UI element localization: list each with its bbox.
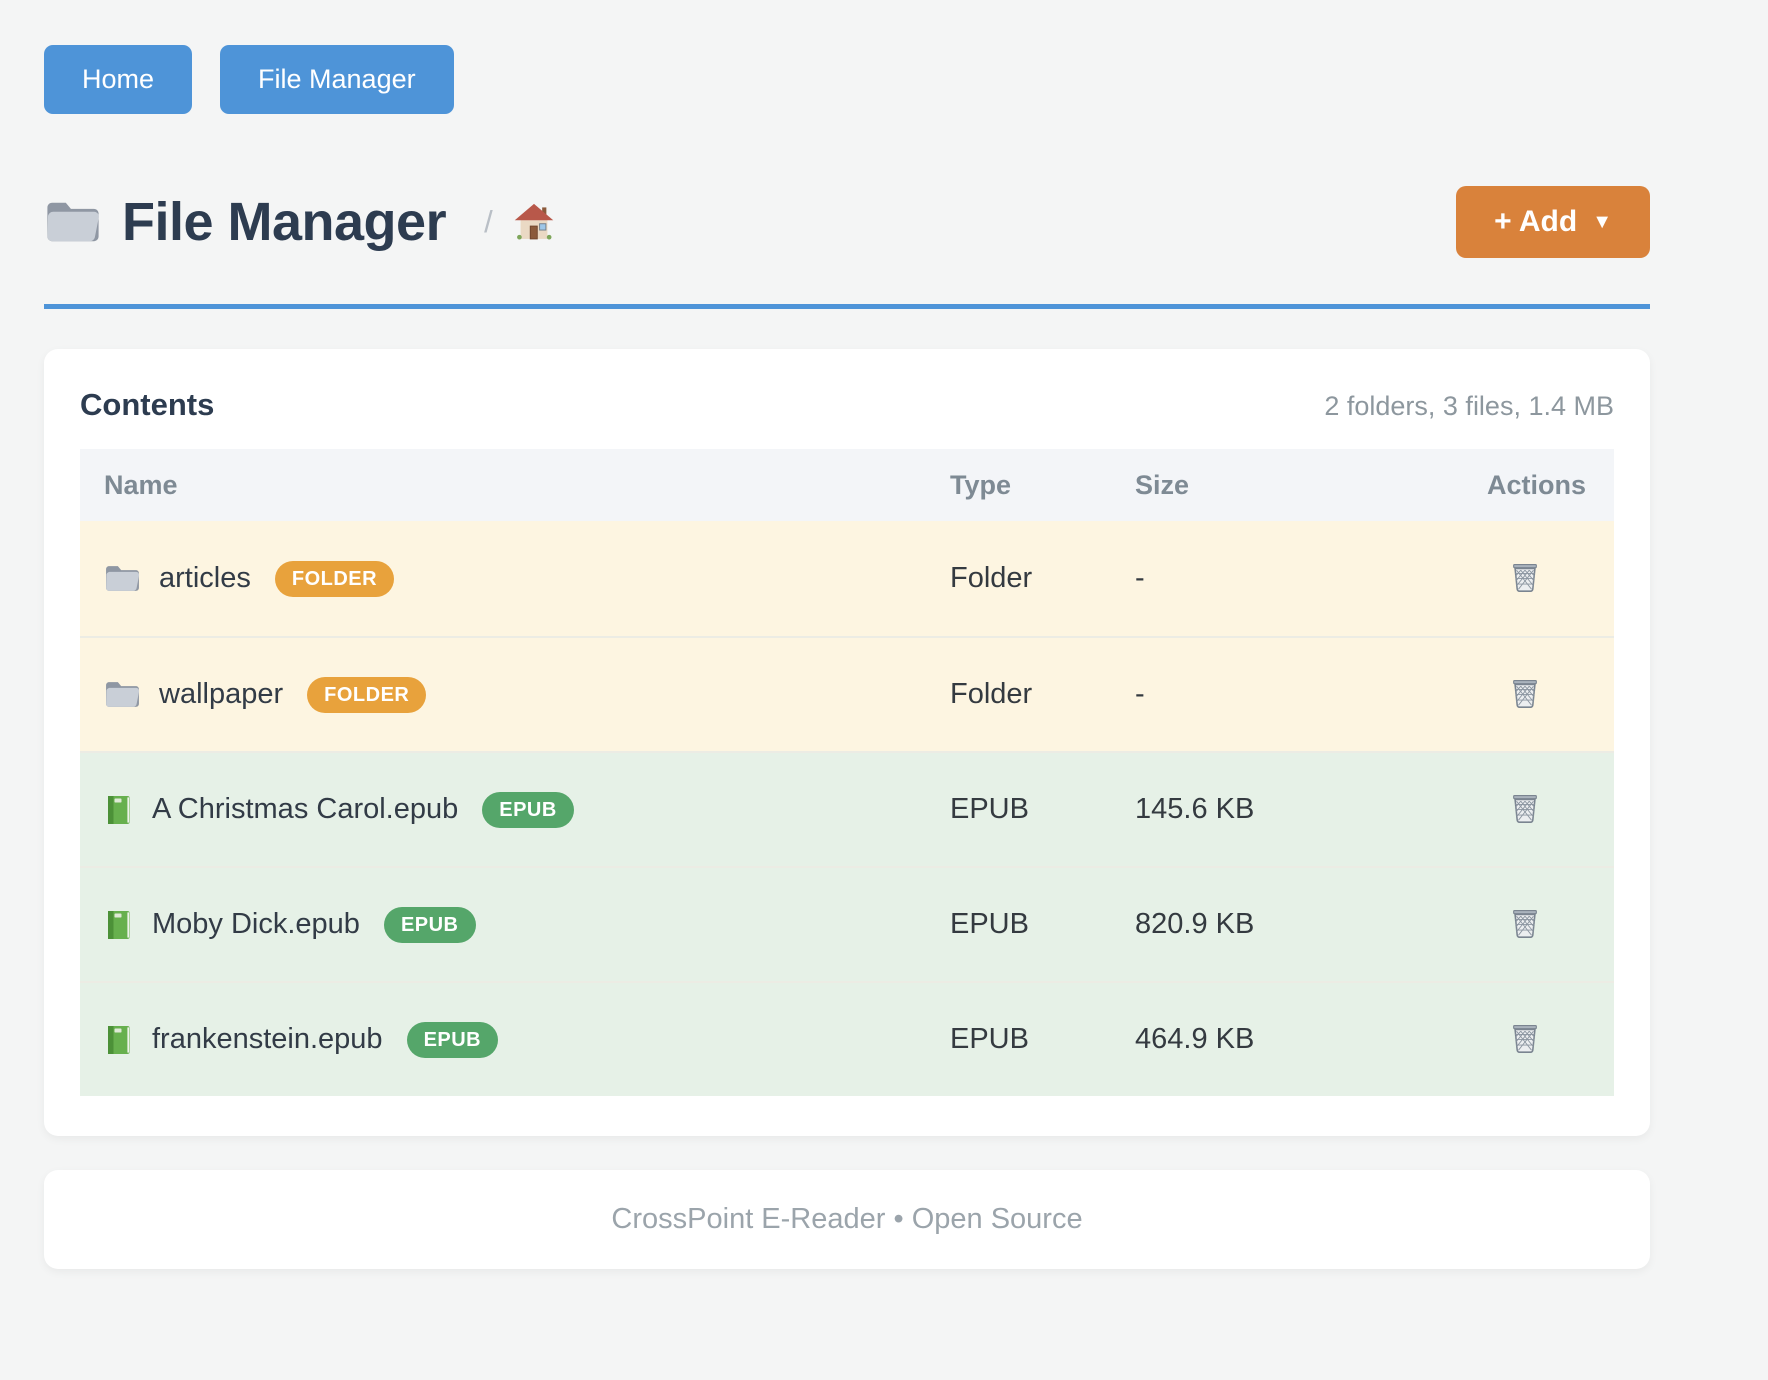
file-type: EPUB — [950, 1023, 1029, 1055]
nav-button-file-manager[interactable]: File Manager — [220, 45, 454, 114]
title-group: File Manager / — [44, 191, 555, 253]
table-row[interactable]: A Christmas Carol.epub EPUB EPUB 145.6 K… — [80, 751, 1614, 866]
file-name: wallpaper — [159, 678, 284, 710]
actions-cell — [1443, 791, 1614, 828]
file-size: - — [1135, 562, 1145, 594]
table-row[interactable]: wallpaper FOLDER Folder - — [80, 636, 1614, 751]
type-badge: EPUB — [383, 906, 476, 943]
delete-button[interactable] — [1508, 791, 1542, 828]
footer: CrossPoint E-Reader • Open Source — [44, 1170, 1650, 1269]
file-type: Folder — [950, 678, 1033, 710]
table-row[interactable]: Moby Dick.epub EPUB EPUB 820.9 KB — [80, 866, 1614, 981]
footer-text: CrossPoint E-Reader • Open Source — [611, 1203, 1083, 1235]
add-button[interactable]: + Add ▼ — [1456, 186, 1650, 258]
contents-card-header: Contents 2 folders, 3 files, 1.4 MB — [80, 387, 1614, 423]
file-size: 464.9 KB — [1135, 1023, 1255, 1055]
contents-heading: Contents — [80, 387, 215, 422]
breadcrumb-separator: / — [484, 204, 493, 239]
file-table: Name Type Size Actions — [80, 449, 1614, 1096]
delete-button[interactable] — [1508, 906, 1542, 943]
name-cell: frankenstein.epub EPUB — [80, 1021, 950, 1058]
folder-icon — [44, 198, 102, 246]
column-header-size: Size — [1135, 469, 1190, 500]
wastebasket-icon — [1508, 791, 1542, 828]
green-book-icon — [104, 1023, 134, 1057]
chevron-down-icon: ▼ — [1592, 211, 1612, 233]
add-button-label: + Add — [1494, 205, 1578, 238]
table-body: articles FOLDER Folder - — [80, 521, 1614, 1096]
wastebasket-icon — [1508, 560, 1542, 597]
column-header-type: Type — [950, 469, 1012, 500]
type-badge: EPUB — [406, 1021, 499, 1058]
actions-cell — [1443, 1021, 1614, 1058]
green-book-icon — [104, 793, 134, 827]
folder-icon — [104, 679, 141, 710]
page: Home File Manager File Manager / — [44, 0, 1650, 1269]
folder-icon — [104, 563, 141, 594]
delete-button[interactable] — [1508, 560, 1542, 597]
actions-cell — [1443, 906, 1614, 943]
name-cell: wallpaper FOLDER — [80, 676, 950, 713]
type-badge: EPUB — [482, 791, 574, 828]
column-header-name: Name — [104, 469, 178, 500]
actions-cell — [1443, 560, 1614, 597]
file-size: - — [1135, 678, 1145, 710]
name-cell: A Christmas Carol.epub EPUB — [80, 791, 950, 828]
file-size: 820.9 KB — [1135, 908, 1255, 940]
actions-cell — [1443, 676, 1614, 713]
wastebasket-icon — [1508, 1021, 1542, 1058]
file-name: Moby Dick.epub — [152, 908, 360, 940]
page-header: File Manager / + Add ▼ — [44, 186, 1650, 258]
delete-button[interactable] — [1508, 1021, 1542, 1058]
file-type: EPUB — [950, 793, 1029, 825]
type-badge: FOLDER — [274, 560, 395, 597]
green-book-icon — [104, 908, 134, 942]
table-row[interactable]: articles FOLDER Folder - — [80, 521, 1614, 636]
contents-card: Contents 2 folders, 3 files, 1.4 MB Name… — [44, 349, 1650, 1136]
nav-button-home[interactable]: Home — [44, 45, 193, 114]
type-badge: FOLDER — [307, 676, 427, 713]
file-size: 145.6 KB — [1135, 793, 1255, 825]
title-divider — [44, 304, 1650, 309]
contents-summary: 2 folders, 3 files, 1.4 MB — [1324, 391, 1614, 421]
delete-button[interactable] — [1508, 676, 1542, 713]
file-type: EPUB — [950, 908, 1029, 940]
wastebasket-icon — [1508, 676, 1542, 713]
page-title: File Manager — [122, 192, 447, 252]
top-nav: Home File Manager — [44, 45, 1650, 114]
table-header-row: Name Type Size Actions — [80, 449, 1614, 521]
name-cell: articles FOLDER — [80, 560, 950, 597]
column-header-actions: Actions — [1486, 469, 1586, 500]
wastebasket-icon — [1508, 906, 1542, 943]
file-type: Folder — [950, 562, 1033, 594]
file-name: A Christmas Carol.epub — [152, 793, 459, 825]
file-name: articles — [159, 562, 251, 594]
file-name: frankenstein.epub — [152, 1023, 383, 1055]
table-row[interactable]: frankenstein.epub EPUB EPUB 464.9 KB — [80, 981, 1614, 1096]
home-icon[interactable] — [513, 202, 555, 242]
name-cell: Moby Dick.epub EPUB — [80, 906, 950, 943]
